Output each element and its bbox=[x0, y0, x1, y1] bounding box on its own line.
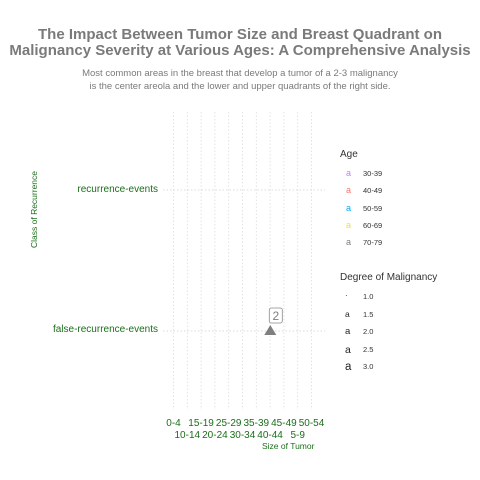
y-tick-label-recurrence: recurrence-events bbox=[77, 184, 158, 195]
legend-age-label: 40-49 bbox=[363, 186, 383, 196]
legend-malignancy-key: a bbox=[345, 326, 351, 337]
chart-title-line-2: Malignancy Severity at Various Ages: A C… bbox=[9, 42, 471, 59]
data-point bbox=[264, 325, 277, 335]
x-tick-label: 25-29 bbox=[216, 418, 242, 429]
x-tick-label: 50-54 bbox=[299, 418, 325, 429]
legend-malignancy-key: a bbox=[345, 361, 352, 373]
legend-malignancy-key: a bbox=[345, 308, 350, 319]
legend-age-label: 70-79 bbox=[363, 238, 383, 248]
x-tick-label: 5-9 bbox=[290, 430, 305, 441]
legend-malignancy-label: 3.0 bbox=[363, 362, 374, 371]
x-tick-label: 35-39 bbox=[244, 418, 270, 429]
x-tick-label: 20-24 bbox=[202, 430, 228, 441]
legend-malignancy-label: 1.5 bbox=[363, 309, 374, 319]
x-tick-label: 45-49 bbox=[271, 418, 297, 429]
legend-age-label: 50-59 bbox=[363, 203, 383, 213]
x-tick-label: 0-4 bbox=[166, 418, 181, 429]
legend-malignancy-label: 2.5 bbox=[363, 344, 374, 354]
data-label: 2 bbox=[272, 309, 279, 323]
legend-age-key: a bbox=[346, 168, 352, 178]
x-tick-label: 10-14 bbox=[175, 430, 201, 441]
legend-age-key: a bbox=[346, 185, 352, 196]
data-label-box bbox=[268, 307, 283, 324]
legend-age-key: a bbox=[346, 237, 352, 248]
chart-subtitle-line-1: Most common areas in the breast that dev… bbox=[82, 68, 398, 79]
legend-age-key: a bbox=[346, 202, 352, 213]
legend-malignancy-label: 2.0 bbox=[363, 327, 374, 336]
legend-age-key: a bbox=[346, 219, 352, 230]
legend-malignancy-key: · bbox=[345, 291, 348, 300]
chart-subtitle-line-2: is the center areola and the lower and u… bbox=[89, 81, 391, 92]
legend-age-label: 30-39 bbox=[363, 169, 383, 178]
x-tick-label: 15-19 bbox=[188, 418, 214, 429]
legend-age-title: Age bbox=[340, 149, 358, 160]
y-tick-label-false-recurrence: false-recurrence-events bbox=[52, 324, 158, 335]
legend-malignancy-title: Degree of Malignancy bbox=[340, 272, 438, 283]
legend-age-label: 60-69 bbox=[363, 220, 383, 230]
legend-malignancy-key: a bbox=[345, 343, 351, 356]
chart-title-line-1: The Impact Between Tumor Size and Breast… bbox=[38, 26, 442, 43]
x-axis-title: Size of Tumor bbox=[262, 441, 315, 451]
x-tick-label: 30-34 bbox=[230, 430, 256, 441]
x-tick-label: 40-44 bbox=[257, 430, 283, 441]
legend-malignancy-label: 1.0 bbox=[363, 292, 374, 301]
